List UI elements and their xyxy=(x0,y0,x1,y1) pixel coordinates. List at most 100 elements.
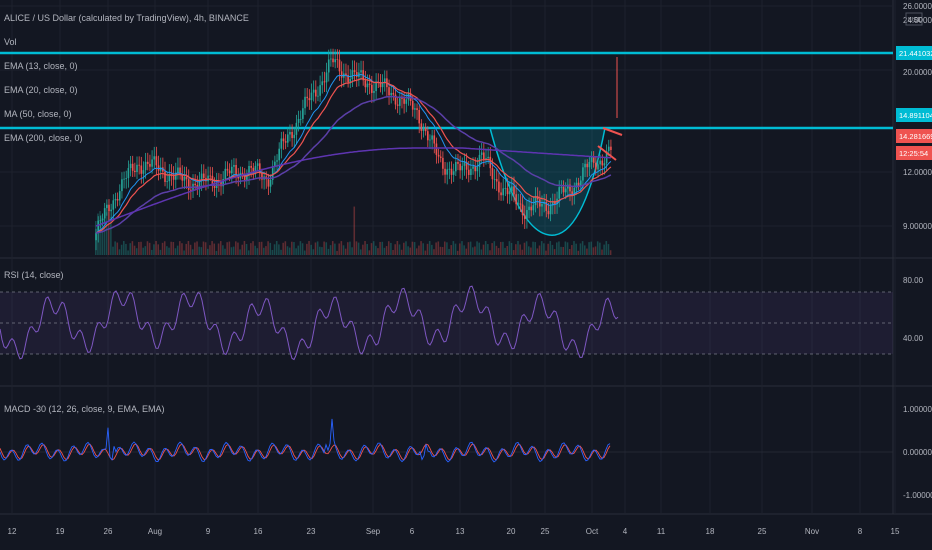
candle-body xyxy=(185,176,188,180)
macd-legend[interactable]: MACD -30 (12, 26, close, 9, EMA, EMA) xyxy=(4,404,165,414)
volume-bar xyxy=(303,250,306,255)
volume-bar xyxy=(592,247,595,255)
volume-bar xyxy=(185,243,188,255)
volume-bar xyxy=(530,247,532,255)
candle-body xyxy=(95,233,97,241)
candle-body xyxy=(190,189,192,191)
candle-body xyxy=(97,220,100,234)
volume-bar xyxy=(347,242,349,255)
candle-body xyxy=(590,156,593,162)
candle-body xyxy=(411,100,414,110)
volume-bar xyxy=(454,243,457,255)
volume-bar xyxy=(443,241,446,255)
candle-body xyxy=(108,204,110,212)
volume-bar xyxy=(353,206,356,255)
candle-body xyxy=(235,164,237,175)
candle-body xyxy=(289,131,291,135)
candle-body xyxy=(202,173,205,178)
candle-body xyxy=(452,171,455,175)
candle-body xyxy=(159,167,162,171)
volume-bar xyxy=(396,241,399,255)
volume-bar xyxy=(424,250,427,255)
candle-body xyxy=(549,205,552,215)
volume-bar xyxy=(211,241,213,255)
legend-ema20[interactable]: EMA (20, close, 0) xyxy=(4,85,78,95)
candle-body xyxy=(493,179,496,180)
candle-body xyxy=(541,203,543,207)
volume-bar xyxy=(562,246,565,255)
volume-bar xyxy=(163,241,166,255)
volume-bar xyxy=(355,241,358,255)
volume-bar xyxy=(131,241,134,255)
candle-body xyxy=(584,163,586,168)
candle-body xyxy=(506,188,509,195)
volume-bar xyxy=(407,246,409,255)
volume-bar xyxy=(123,241,125,255)
candle-body xyxy=(562,186,565,193)
volume-bar xyxy=(151,249,153,255)
time-tick-label: 9 xyxy=(206,527,211,536)
volume-bar xyxy=(534,242,537,255)
candle-body xyxy=(274,161,276,167)
candle-body xyxy=(474,166,477,172)
volume-bar xyxy=(515,244,517,255)
legend-ema200[interactable]: EMA (200, close, 0) xyxy=(4,133,83,143)
volume-bar xyxy=(174,248,177,255)
volume-bar xyxy=(588,242,590,255)
volume-bar xyxy=(118,249,121,255)
candle-body xyxy=(455,161,457,172)
volume-bar xyxy=(295,248,297,255)
candle-body xyxy=(134,170,136,172)
time-tick-label: 18 xyxy=(706,527,715,536)
volume-bar xyxy=(282,242,284,255)
price-badge xyxy=(896,129,932,143)
candle-body xyxy=(261,173,263,180)
candle-body xyxy=(547,210,550,215)
candle-body xyxy=(388,87,390,96)
volume-bar xyxy=(286,246,289,255)
volume-bar xyxy=(176,245,179,255)
candle-body xyxy=(414,108,416,110)
volume-bar xyxy=(280,249,282,255)
volume-bar xyxy=(213,243,216,255)
volume-bar xyxy=(579,243,582,255)
candle-body xyxy=(465,161,468,170)
time-tick-label: Sep xyxy=(366,527,381,536)
candle-body xyxy=(256,163,259,166)
candle-body xyxy=(427,131,429,141)
volume-bar xyxy=(506,246,508,255)
candle-body xyxy=(448,168,451,170)
volume-bar xyxy=(103,218,106,255)
volume-bar xyxy=(491,243,493,255)
legend-ema13[interactable]: EMA (13, close, 0) xyxy=(4,61,78,71)
candle-body xyxy=(569,184,571,192)
candle-body xyxy=(539,199,541,207)
candle-body xyxy=(187,179,190,190)
candle-body xyxy=(508,191,511,195)
ema200-line xyxy=(95,147,611,227)
candle-body xyxy=(577,182,580,186)
candle-body xyxy=(450,168,453,175)
rsi-legend[interactable]: RSI (14, close) xyxy=(4,270,64,280)
volume-bar xyxy=(362,244,364,255)
candle-body xyxy=(323,81,326,83)
candle-body xyxy=(370,84,373,93)
legend-vol[interactable]: Vol xyxy=(4,37,17,47)
candle-body xyxy=(146,161,149,164)
candle-body xyxy=(515,194,517,205)
candle-body xyxy=(601,160,604,166)
volume-bar xyxy=(605,241,608,255)
legend-ma50[interactable]: MA (50, close, 0) xyxy=(4,109,72,119)
candle-body xyxy=(142,170,145,174)
candle-body xyxy=(435,143,438,155)
candle-body xyxy=(181,175,184,181)
volume-bar xyxy=(536,248,539,255)
candle-body xyxy=(340,71,343,78)
candle-body xyxy=(595,162,597,170)
candle-body xyxy=(457,161,459,164)
candle-body xyxy=(138,164,140,166)
volume-bar xyxy=(99,211,101,255)
candle-body xyxy=(551,201,554,206)
